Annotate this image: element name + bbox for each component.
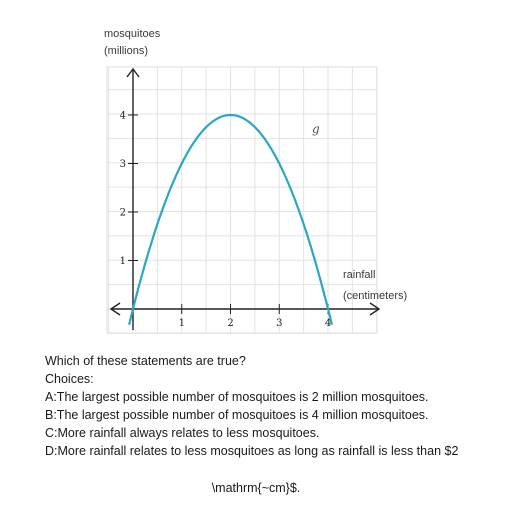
y-tick-label: 2 — [120, 208, 126, 219]
x-axis-title-line1: rainfall — [343, 269, 375, 281]
grid-border — [106, 66, 378, 334]
parabola-chart: 1 2 3 4 1 2 3 4 g mosquitoes (millions) rainfal… — [104, 28, 407, 334]
choice-c[interactable]: C:More rainfall always relates to less m… — [45, 426, 320, 440]
x-axis-arrow-right — [369, 302, 381, 316]
y-tick-label: 4 — [120, 111, 126, 122]
x-tick-label: 4 — [325, 318, 331, 329]
choice-a[interactable]: A:The largest possible number of mosquit… — [45, 390, 429, 404]
question-prompt: Which of these statements are true? — [45, 354, 246, 368]
x-tick-label: 1 — [179, 318, 185, 329]
axes — [109, 67, 381, 330]
x-axis-arrow-left — [109, 302, 121, 316]
choice-d[interactable]: D:More rainfall relates to less mosquito… — [45, 444, 459, 458]
x-axis-title-line2: (centimeters) — [343, 290, 407, 302]
ticks: 1 2 3 4 1 2 3 4 — [120, 111, 332, 330]
x-tick-label: 2 — [227, 318, 233, 329]
y-axis-arrow-top — [126, 67, 140, 78]
question-block: Which of these statements are true? Choi… — [45, 352, 505, 460]
y-tick-label: 1 — [120, 256, 126, 267]
choice-b[interactable]: B:The largest possible number of mosquit… — [45, 408, 429, 422]
series-line-g — [128, 113, 333, 326]
y-tick-label: 3 — [120, 159, 126, 170]
grid — [106, 66, 378, 334]
x-tick-label: 3 — [276, 318, 282, 329]
choice-d-continuation: \mathrm{~cm}$. — [211, 481, 301, 495]
y-axis-title-line2: (millions) — [104, 45, 148, 57]
y-axis-title-line1: mosquitoes — [104, 28, 161, 40]
choices-header: Choices: — [45, 372, 94, 386]
series-label-g: g — [312, 122, 320, 136]
